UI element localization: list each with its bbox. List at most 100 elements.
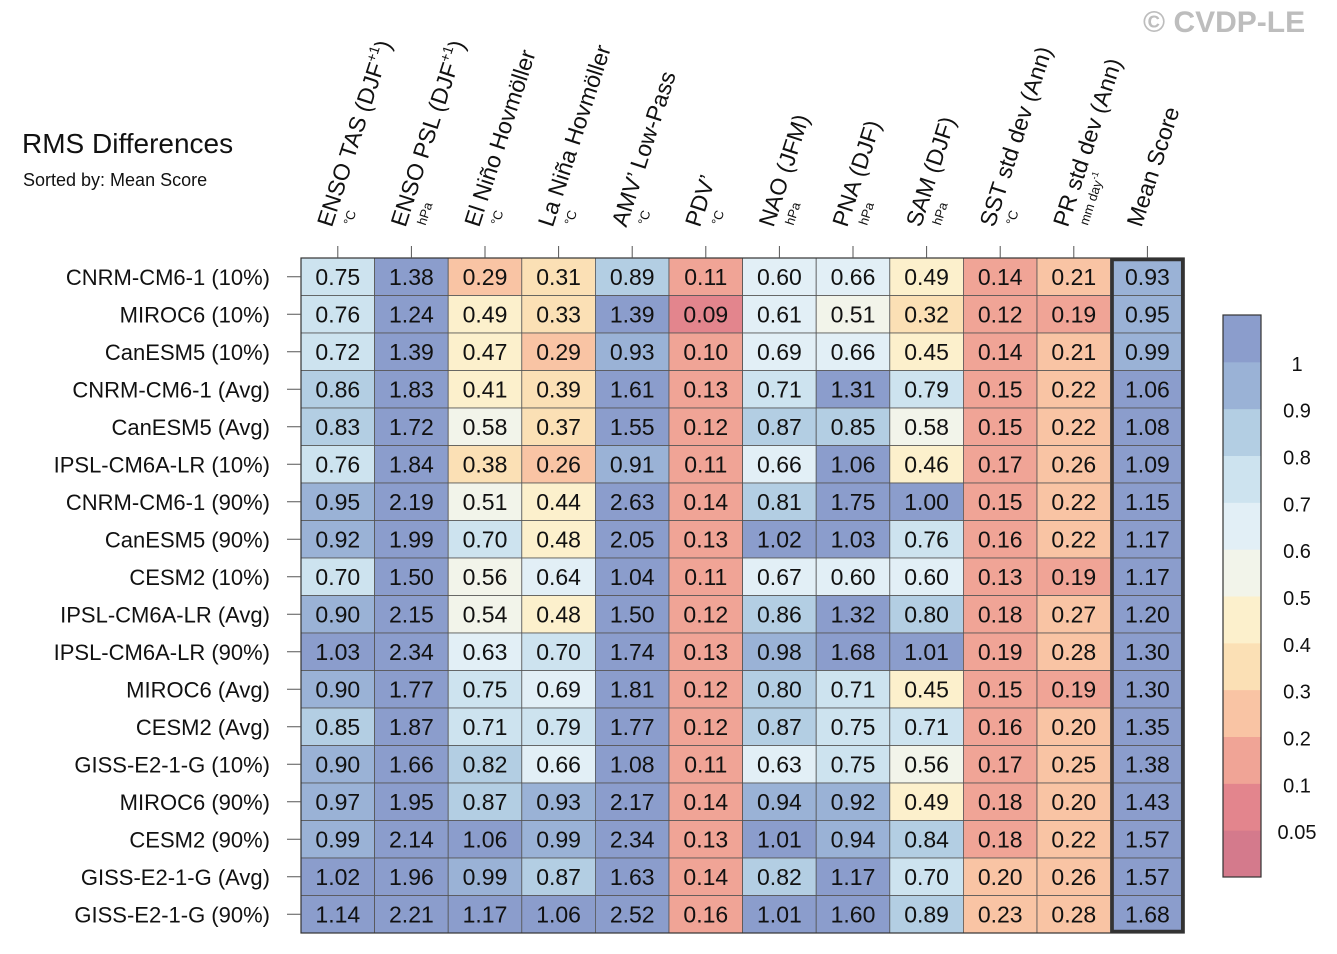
cell-value-label: 0.60 [831, 564, 876, 590]
heatmap-cell [447, 632, 523, 671]
cell-value-label: 0.19 [978, 639, 1023, 665]
colorbar-segment [1223, 455, 1261, 503]
cell-value-label: 1.50 [389, 564, 434, 590]
column-unit-label: hPa [782, 200, 804, 227]
column-header: La Niña Hovmöller [533, 41, 616, 229]
cell-value-label: 0.56 [463, 564, 508, 590]
cell-value-label: 0.94 [831, 826, 876, 852]
heatmap-cell [889, 820, 964, 859]
cell-value-label: 1.03 [315, 639, 360, 665]
heatmap-cell [668, 820, 743, 859]
heatmap-cell [668, 445, 743, 484]
heatmap-cell [1036, 257, 1111, 296]
heatmap-cell [300, 445, 375, 484]
heatmap-cell [815, 632, 891, 671]
cell-value-label: 0.99 [315, 826, 360, 852]
heatmap-cell [374, 370, 449, 409]
heatmap-cell [963, 632, 1038, 671]
row-label: GISS-E2-1-G (90%) [74, 902, 270, 927]
cell-value-label: 0.47 [463, 339, 508, 365]
heatmap-cell [963, 332, 1038, 371]
cell-value-label: 1.35 [1125, 714, 1170, 740]
heatmap-cell [1036, 595, 1111, 634]
cell-value-label: 1.43 [1125, 789, 1170, 815]
column-unit: °C [561, 208, 580, 227]
cell-value-label: 0.71 [463, 714, 508, 740]
cell-value-label: 0.21 [1051, 339, 1096, 365]
cell-value-label: 0.76 [315, 451, 360, 477]
heatmap-cell [815, 445, 891, 484]
watermark: © CVDP-LE [1143, 6, 1306, 39]
cell-value-label: 1.31 [831, 376, 876, 402]
cell-value-label: 0.90 [315, 676, 360, 702]
heatmap-cell [742, 895, 817, 934]
heatmap-cell [815, 820, 891, 859]
heatmap-cell [742, 745, 817, 784]
heatmap-cell [374, 707, 449, 746]
column-label: SAM (DJF) [901, 113, 961, 229]
heatmap-cell [595, 670, 670, 709]
cell-value-label: 0.80 [757, 676, 802, 702]
heatmap-cell [374, 482, 449, 521]
row-label: CESM2 (10%) [129, 565, 270, 590]
cell-value-label: 0.70 [536, 639, 581, 665]
cell-value-label: 0.11 [684, 451, 727, 477]
cell-value-label: 0.93 [1125, 264, 1170, 290]
cell-value-label: 1.38 [1125, 751, 1170, 777]
column-unit: hPa [414, 200, 436, 227]
cell-value-label: 0.67 [757, 564, 802, 590]
column-label: ENSO PSL (DJF+1) [384, 36, 471, 229]
cell-value-label: 0.75 [315, 264, 360, 290]
cell-value-label: 0.11 [684, 564, 727, 590]
cell-value-label: 1.57 [1125, 864, 1170, 890]
heatmap-cell [1036, 520, 1111, 559]
row-label: IPSL-CM6A-LR (Avg) [60, 602, 270, 627]
cell-value-label: 0.27 [1051, 601, 1096, 627]
heatmap-cell [521, 895, 596, 934]
heatmap-cell [963, 407, 1038, 446]
cell-value-label: 0.18 [978, 826, 1023, 852]
row-label: IPSL-CM6A-LR (10%) [54, 452, 270, 477]
column-unit-label: hPa [856, 200, 878, 227]
column-label-superscript: +1 [363, 43, 383, 63]
heatmap-cell [668, 295, 743, 334]
column-unit: °C [340, 208, 359, 227]
heatmap-cell [963, 745, 1038, 784]
cell-value-label: 0.14 [683, 864, 728, 890]
heatmap-cell [668, 670, 743, 709]
cell-value-label: 1.20 [1125, 601, 1170, 627]
cell-value-label: 0.66 [831, 339, 876, 365]
heatmap-cell [668, 370, 743, 409]
heatmap-cell [742, 445, 817, 484]
colorbar-tick-label: 1 [1291, 354, 1302, 376]
column-header: ENSO TAS (DJF+1) [310, 36, 397, 229]
cell-value-label: 0.87 [757, 714, 802, 740]
cell-value-label: 1.08 [1125, 414, 1170, 440]
cell-value-label: 0.20 [1051, 714, 1096, 740]
cell-value-label: 1.66 [389, 751, 434, 777]
row-label: CESM2 (90%) [129, 827, 270, 852]
colorbar-tick-label: 0.6 [1283, 541, 1311, 563]
colorbar-segment [1223, 502, 1261, 550]
cell-value-label: 0.58 [463, 414, 508, 440]
cell-value-label: 0.51 [831, 301, 876, 327]
cell-value-label: 1.63 [610, 864, 655, 890]
cell-value-label: 0.22 [1051, 526, 1096, 552]
heatmap-cell [889, 632, 964, 671]
cell-value-label: 0.66 [536, 751, 581, 777]
heatmap-cell [742, 295, 817, 334]
row-label: CNRM-CM6-1 (10%) [66, 265, 270, 290]
row-label: GISS-E2-1-G (10%) [74, 752, 270, 777]
cell-value-label: 1.83 [389, 376, 434, 402]
heatmap-cell [374, 257, 449, 296]
cell-value-label: 0.29 [536, 339, 581, 365]
cell-value-label: 0.13 [683, 526, 728, 552]
heatmap-cell [668, 745, 743, 784]
heatmap-cell [889, 595, 964, 634]
column-label: NAO (JFM) [753, 111, 814, 230]
cell-value-label: 0.45 [904, 676, 949, 702]
heatmap-cell [815, 407, 891, 446]
column-unit-label: °C [1003, 208, 1022, 227]
